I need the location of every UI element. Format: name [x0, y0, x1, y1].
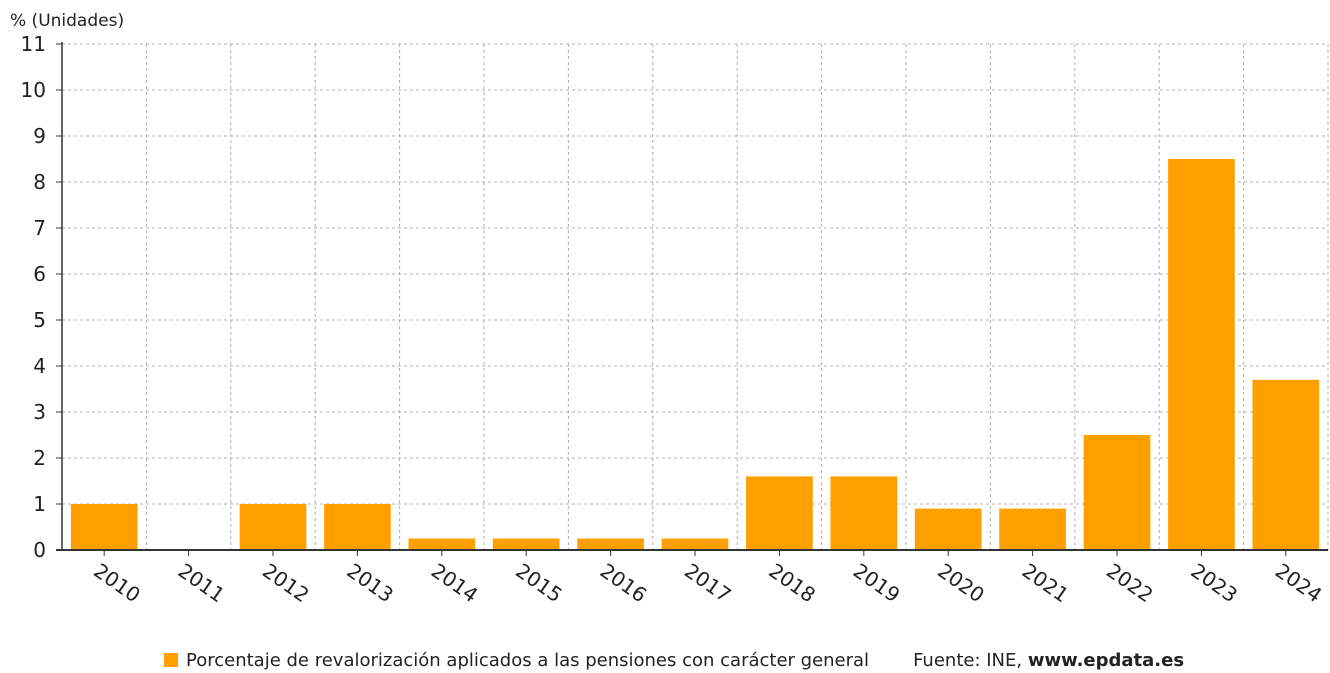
- bars: [70, 159, 1320, 550]
- bar-2015: [492, 538, 560, 550]
- bar-2010: [70, 504, 138, 550]
- source-prefix: Fuente: INE,: [913, 649, 1028, 671]
- ytick-label-8: 8: [33, 170, 46, 194]
- xtick-label-2019: 2019: [849, 558, 904, 607]
- y-axis-ticks: 0 1 2 3 4 5 6 7 8 9 10 11: [21, 32, 62, 562]
- xtick-label-2021: 2021: [1018, 558, 1073, 607]
- bar-2021: [999, 508, 1066, 550]
- xtick-label-2018: 2018: [765, 558, 820, 607]
- xtick-label-2023: 2023: [1187, 558, 1242, 607]
- legend: Porcentaje de revalorización aplicados a…: [164, 648, 1184, 672]
- ytick-label-5: 5: [33, 308, 46, 332]
- source-link[interactable]: www.epdata.es: [1027, 649, 1185, 671]
- bar-2016: [577, 538, 644, 550]
- x-axis-ticks: 2010 2011 2012 2013 2014 2015 2016 2017 2018 2019…: [89, 550, 1326, 607]
- bar-2023: [1168, 159, 1235, 550]
- ytick-label-1: 1: [33, 492, 46, 516]
- ytick-label-10: 10: [21, 78, 46, 102]
- xtick-label-2017: 2017: [680, 558, 735, 607]
- chart: % (Unidades) 0 1 2 3 4 5 6 7 8 9 10 11 2010 2011 2012…: [10, 11, 1329, 607]
- ytick-label-11: 11: [21, 32, 46, 56]
- ytick-label-6: 6: [33, 262, 46, 286]
- y-axis-unit-label: % (Unidades): [10, 11, 124, 31]
- xtick-label-2010: 2010: [89, 558, 144, 607]
- source-note: Fuente: INE, www.epdata.es: [913, 650, 1184, 671]
- ytick-label-4: 4: [33, 354, 46, 378]
- ytick-label-7: 7: [33, 216, 46, 240]
- bar-2013: [324, 504, 391, 550]
- bar-2014: [408, 538, 476, 550]
- bar-2012: [239, 504, 307, 550]
- xtick-label-2024: 2024: [1271, 558, 1326, 607]
- gridlines: [62, 43, 1329, 550]
- xtick-label-2016: 2016: [596, 558, 651, 607]
- bar-2018: [746, 476, 813, 550]
- bar-2022: [1083, 435, 1151, 550]
- xtick-label-2022: 2022: [1102, 558, 1157, 607]
- ytick-label-0: 0: [33, 538, 46, 562]
- xtick-label-2011: 2011: [174, 558, 229, 607]
- bar-2017: [661, 538, 729, 550]
- axes: [56, 42, 1328, 551]
- ytick-label-2: 2: [33, 446, 46, 470]
- legend-swatch: [164, 653, 178, 667]
- xtick-label-2014: 2014: [427, 558, 482, 607]
- ytick-label-9: 9: [33, 124, 46, 148]
- ytick-label-3: 3: [33, 400, 46, 424]
- bar-2024: [1252, 379, 1320, 550]
- legend-label: Porcentaje de revalorización aplicados a…: [186, 649, 870, 671]
- xtick-label-2012: 2012: [258, 558, 313, 607]
- bar-2020: [914, 508, 982, 550]
- bar-2019: [830, 476, 898, 550]
- xtick-label-2013: 2013: [343, 558, 398, 607]
- xtick-label-2015: 2015: [511, 558, 566, 607]
- xtick-label-2020: 2020: [933, 558, 988, 607]
